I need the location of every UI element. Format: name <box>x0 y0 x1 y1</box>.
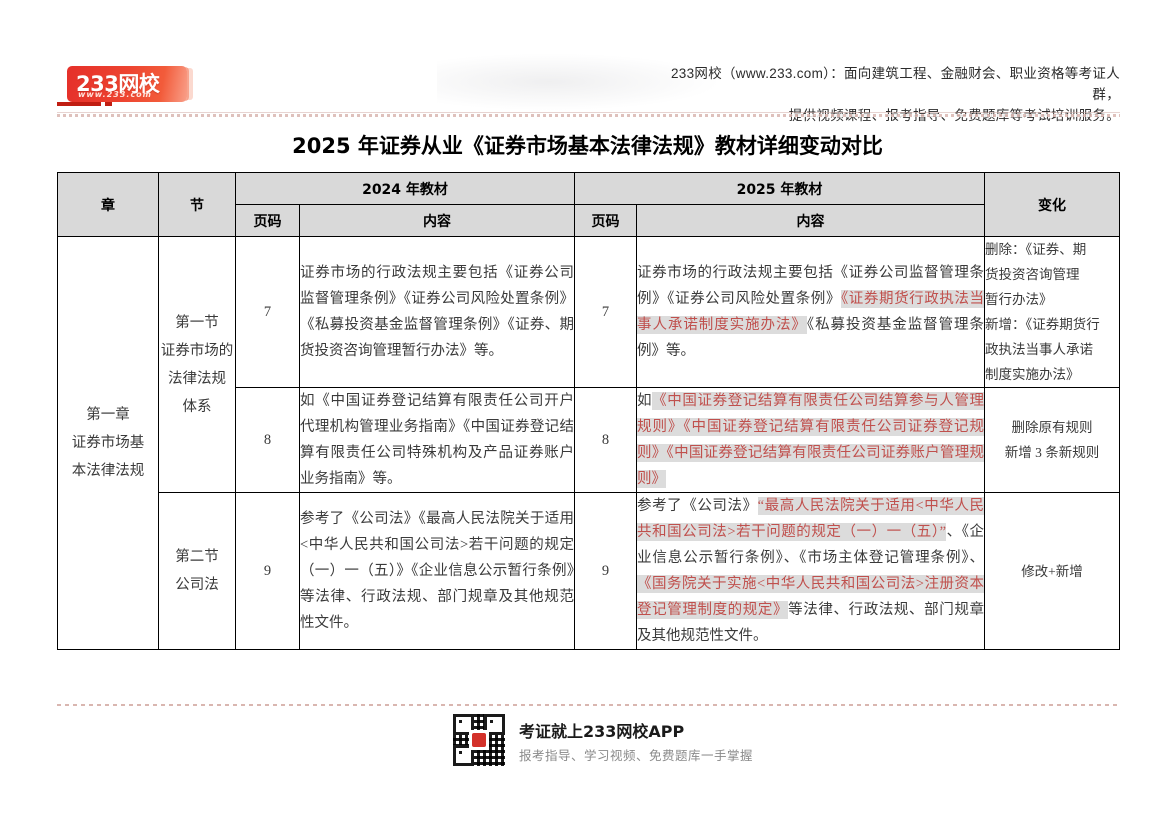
page-title: 2025 年证券从业《证券市场基本法律法规》教材详细变动对比 <box>292 134 883 158</box>
plain-text: 《私募投资基金监督管理条例》等。 <box>637 317 984 359</box>
plain-text: 参考了《公司法》 <box>637 498 758 514</box>
section-1-line-1: 第一节 <box>175 314 219 331</box>
change-line: 修改+新增 <box>1021 563 1083 579</box>
table-body: 第一章 证券市场基 本法律法规 第一节 证券市场的 法律法规 体系 7 证券市场… <box>57 236 1120 650</box>
qr-eye-top-right <box>484 714 505 735</box>
logo-url: www.233.com <box>78 90 153 99</box>
plain-text: 证券市场的行政法规主要包括《证券公司监督管理条例》《证券公司风险处置条例》 <box>637 265 984 307</box>
cell-change: 删除原有规则 新增 3 条新规则 <box>984 387 1120 493</box>
cell-page-2025: 8 <box>574 387 637 493</box>
th-page-2025: 页码 <box>574 204 637 237</box>
change-line: 制度实施办法》 <box>985 367 1080 382</box>
change-line: 货投资咨询管理 <box>985 267 1080 282</box>
footer-app-subtitle: 报考指导、学习视频、免费题库一手掌握 <box>519 749 754 763</box>
table-row: 第一章 证券市场基 本法律法规 第一节 证券市场的 法律法规 体系 7 证券市场… <box>57 236 1120 650</box>
qr-eye-top-left <box>453 714 474 735</box>
cell-content-2024: 参考了《公司法》《最高人民法院关于适用<中华人民共和国公司法>若干问题的规定（一… <box>299 492 575 650</box>
cell-section-1: 第一节 证券市场的 法律法规 体系 <box>158 236 236 493</box>
th-chapter: 章 <box>57 172 159 237</box>
logo-underline-dot <box>105 102 112 106</box>
plain-text: 如 <box>637 393 653 409</box>
brand-logo: 233网校 www.233.com <box>67 66 187 102</box>
cell-page-2025: 7 <box>574 236 637 388</box>
table-row: 第二节 公司法 9 参考了《公司法》《最高人民法院关于适用<中华人民共和国公司法… <box>58 492 1120 650</box>
footer-app-title: 考证就上233网校APP <box>519 722 685 741</box>
section-1-line-4: 体系 <box>182 398 212 415</box>
cell-change: 修改+新增 <box>984 492 1120 650</box>
plain-text: 等法律、行政法规、部门规章及其他规范性文件。 <box>637 602 985 644</box>
th-book-2025: 2025 年教材 <box>574 172 985 205</box>
page-footer: 考证就上233网校APP 报考指导、学习视频、免费题库一手掌握 <box>453 714 853 774</box>
section-2-line-2: 公司法 <box>175 577 219 593</box>
change-line: 暂行办法》 <box>985 292 1053 307</box>
page-header: 233网校 www.233.com 233网校（www.233.com）：面向建… <box>57 54 1120 123</box>
th-page-2024: 页码 <box>235 204 300 237</box>
header-divider-dashed <box>57 114 1120 117</box>
cell-page-2024: 7 <box>235 236 300 388</box>
footer-divider-dashed <box>57 704 1120 706</box>
comparison-table: 章 节 2024 年教材 2025 年教材 变化 页码 内容 页码 内容 第 <box>57 172 1120 650</box>
cell-page-2025: 9 <box>574 492 637 650</box>
change-line: 删除：《证券、期 <box>985 242 1087 257</box>
change-line: 新增 3 条新规则 <box>1004 445 1100 460</box>
section-2-line-1: 第二节 <box>175 549 219 565</box>
table-header-row-1: 章 节 2024 年教材 2025 年教材 变化 <box>57 172 1120 237</box>
th-change: 变化 <box>984 172 1120 237</box>
logo-wordmark: 233网校 <box>76 72 160 96</box>
th-content-2025: 内容 <box>636 204 985 237</box>
th-book-2024: 2024 年教材 <box>235 172 575 205</box>
cell-content-2025: 证券市场的行政法规主要包括《证券公司监督管理条例》《证券公司风险处置条例》《证券… <box>636 236 985 388</box>
th-content-2024: 内容 <box>299 204 575 237</box>
tagline-line-1: 233网校（www.233.com）：面向建筑工程、金融财会、职业资格等考证人群… <box>670 66 1120 102</box>
header-divider-thin <box>57 112 1120 113</box>
qr-center-logo-icon <box>472 733 486 747</box>
cell-chapter: 第一章 证券市场基 本法律法规 <box>57 236 159 650</box>
change-line: 新增：《证券期货行 <box>985 317 1100 332</box>
cell-section-2: 第二节 公司法 <box>158 492 236 650</box>
chapter-line-3: 本法律法规 <box>71 463 145 479</box>
plain-text: 、《企业信息公示暂行条例》、《市场主体登记管理条例》、 <box>637 524 984 566</box>
th-section: 节 <box>158 172 236 237</box>
cell-page-2024: 8 <box>235 387 300 493</box>
change-line: 删除原有规则 <box>1011 420 1093 435</box>
cell-content-2025: 参考了《公司法》“最高人民法院关于适用<中华人民共和国公司法>若干问题的规定（一… <box>636 492 985 650</box>
cell-content-2024: 如《中国证券登记结算有限责任公司开户代理机构管理业务指南》《中国证券登记结算有限… <box>299 387 575 493</box>
cell-change: 删除：《证券、期 货投资咨询管理 暂行办法》新增：《证券期货行 政执法当事人承诺 制度实… <box>984 236 1120 388</box>
section-1-line-2: 证券市场的 <box>160 342 234 359</box>
change-line: 政执法当事人承诺 <box>985 342 1093 357</box>
table-row: 8 如《中国证券登记结算有限责任公司开户代理机构管理业务指南》《中国证券登记结算… <box>58 387 1120 493</box>
logo-underline <box>57 102 101 106</box>
qr-eye-bottom-left <box>453 745 474 766</box>
qr-code-icon <box>453 714 505 766</box>
table-head: 章 节 2024 年教材 2025 年教材 变化 页码 内容 页码 内容 <box>57 172 1120 237</box>
cell-content-2025: 如《中国证券登记结算有限责任公司结算参与人管理规则》《中国证券登记结算有限责任公… <box>636 387 985 493</box>
section-1-line-3: 法律法规 <box>168 370 226 387</box>
chapter-line-1: 第一章 <box>86 407 130 423</box>
table-header-row-2: 页码 内容 页码 内容 <box>58 204 1120 237</box>
highlighted-change-text: 《中国证券登记结算有限责任公司结算参与人管理规则》《中国证券登记结算有限责任公司… <box>637 392 985 488</box>
cell-page-2024: 9 <box>235 492 300 650</box>
chapter-line-2: 证券市场基 <box>71 435 145 451</box>
comparison-table-wrapper: 章 节 2024 年教材 2025 年教材 变化 页码 内容 页码 内容 第 <box>57 172 1120 650</box>
cell-content-2024: 证券市场的行政法规主要包括《证券公司监督管理条例》《证券公司风险处置条例》《私募… <box>299 236 575 388</box>
